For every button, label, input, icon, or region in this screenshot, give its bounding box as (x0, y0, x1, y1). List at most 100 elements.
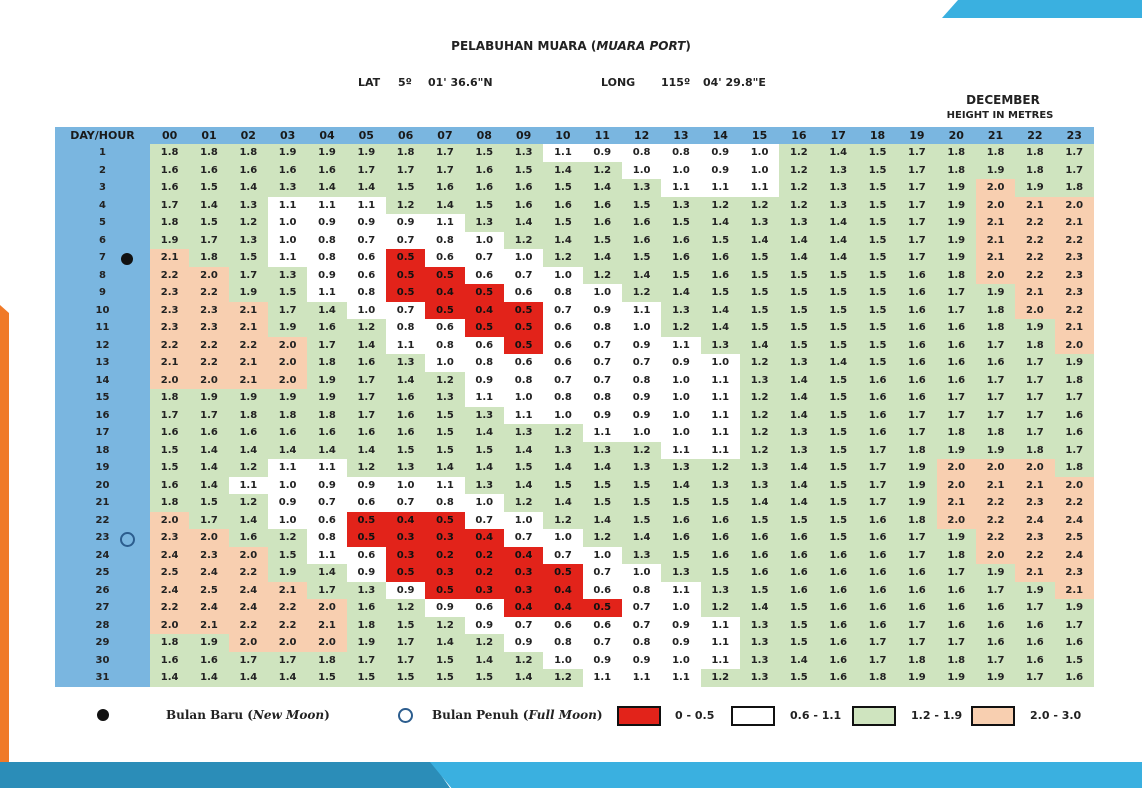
tide-height-cell: 1.2 (543, 249, 583, 267)
hour-header: 12 (621, 127, 662, 144)
tide-height-cell: 1.5 (818, 371, 858, 389)
tide-height-cell: 2.3 (1054, 266, 1094, 284)
tide-height-cell: 1.5 (818, 389, 858, 407)
tide-height-cell: 1.6 (1054, 634, 1094, 652)
tide-height-cell: 1.9 (975, 564, 1016, 582)
tide-height-cell: 2.0 (150, 371, 190, 389)
tide-height-cell: 1.4 (228, 441, 268, 459)
tide-height-cell: 2.1 (228, 354, 268, 372)
lat-minutes: 01' 36.6"N (428, 76, 493, 89)
tide-height-cell: 1.3 (464, 406, 504, 424)
tide-height-cell: 1.4 (779, 389, 819, 407)
tide-height-cell: 1.5 (503, 459, 544, 477)
tide-height-cell: 1.5 (739, 511, 780, 529)
tide-height-cell: 1.3 (503, 424, 544, 442)
tide-height-cell: 1.0 (621, 319, 662, 337)
tide-height-cell: 1.6 (267, 161, 308, 179)
tide-height-cell: 1.6 (897, 284, 937, 302)
tide-height-cell: 1.4 (267, 441, 308, 459)
tide-height-cell: 1.3 (739, 371, 780, 389)
tide-height-cell: 1.6 (857, 616, 898, 634)
tide-height-cell: 1.4 (464, 651, 504, 669)
tide-height-cell: 0.8 (425, 494, 465, 512)
tide-height-cell: 1.5 (150, 459, 190, 477)
tide-height-cell: 1.2 (739, 424, 780, 442)
tide-height-cell: 1.5 (425, 424, 465, 442)
tide-height-cell: 2.0 (228, 546, 268, 564)
tide-height-cell: 1.5 (857, 249, 898, 267)
tide-height-cell: 0.8 (503, 371, 544, 389)
tide-height-cell: 0.6 (464, 599, 504, 617)
table-row: 14 2.0 2.0 2.1 2.0 1.9 1.7 1.4 1.2 0.9 0.8 0.7 0.7 0.… (55, 371, 1094, 389)
tide-height-cell: 1.4 (150, 669, 190, 687)
day-number: 18 (95, 444, 110, 456)
tide-height-cell: 1.1 (700, 616, 740, 634)
tide-height-cell: 1.2 (779, 196, 819, 214)
tide-height-cell: 1.3 (621, 179, 662, 197)
tide-height-cell: 1.8 (307, 651, 347, 669)
new-moon-label: Bulan Baru (New Moon) (166, 708, 330, 722)
tide-height-cell: 1.1 (307, 196, 347, 214)
tide-height-cell: 1.9 (346, 634, 386, 652)
tide-height-cell: 1.5 (425, 669, 465, 687)
tide-height-cell: 1.5 (779, 511, 819, 529)
tide-height-cell: 1.5 (700, 284, 740, 302)
tide-height-cell: 1.6 (936, 354, 976, 372)
tide-height-cell: 0.8 (621, 144, 662, 162)
tide-height-cell: 1.7 (936, 301, 976, 319)
tide-height-cell: 1.4 (307, 564, 347, 582)
day-cell: 26 (55, 581, 150, 599)
tide-height-cell: 1.8 (975, 301, 1016, 319)
tide-height-cell: 1.8 (150, 144, 190, 162)
table-row: 11 2.3 2.3 2.1 1.9 1.6 1.2 0.8 0.6 0.5 0.5 0.6 0.8 1.… (55, 319, 1094, 337)
table-row: 19 1.5 1.4 1.2 1.1 1.1 1.2 1.3 1.4 1.4 1.5 1.4 1.4 1.… (55, 459, 1094, 477)
tide-height-cell: 1.5 (857, 284, 898, 302)
tide-height-cell: 1.6 (150, 651, 190, 669)
tide-height-cell: 1.7 (346, 161, 386, 179)
tide-height-cell: 0.8 (582, 389, 622, 407)
tide-height-cell: 0.5 (385, 564, 426, 582)
tide-height-cell: 0.9 (582, 651, 622, 669)
tide-height-cell: 1.6 (700, 529, 740, 547)
tide-height-cell: 1.1 (582, 424, 622, 442)
tide-height-cell: 0.4 (464, 529, 504, 547)
tide-height-cell: 1.4 (818, 354, 858, 372)
table-row: 25 2.5 2.4 2.2 1.9 1.4 0.9 0.5 0.3 0.2 0.3 0.5 0.7 1.… (55, 564, 1094, 582)
tide-height-cell: 1.3 (385, 459, 426, 477)
tide-height-cell: 1.5 (425, 651, 465, 669)
tide-height-cell: 1.5 (189, 494, 229, 512)
tide-height-cell: 0.6 (464, 266, 504, 284)
hour-header: 16 (779, 127, 819, 144)
tide-height-cell: 1.5 (818, 319, 858, 337)
tide-height-cell: 1.2 (267, 529, 308, 547)
tide-height-cell: 1.1 (700, 634, 740, 652)
day-number: 26 (95, 584, 110, 596)
tide-height-cell: 2.1 (307, 616, 347, 634)
tide-height-cell: 1.3 (818, 196, 858, 214)
tide-height-cell: 1.4 (661, 476, 701, 494)
day-number: 1 (99, 147, 106, 159)
tide-height-cell: 1.1 (543, 144, 583, 162)
tide-height-cell: 2.4 (1015, 511, 1055, 529)
tide-height-cell: 1.4 (582, 511, 622, 529)
tide-height-cell: 1.7 (857, 651, 898, 669)
tide-height-cell: 1.7 (307, 581, 347, 599)
tide-height-cell: 1.0 (543, 406, 583, 424)
tide-height-cell: 1.5 (818, 459, 858, 477)
tide-height-cell: 2.2 (150, 266, 190, 284)
tide-height-cell: 0.4 (503, 546, 544, 564)
tide-height-cell: 1.9 (936, 179, 976, 197)
tide-height-cell: 1.6 (936, 319, 976, 337)
legend-label-peach: 2.0 - 3.0 (1030, 709, 1082, 722)
tide-height-cell: 1.4 (228, 511, 268, 529)
tide-height-cell: 0.2 (464, 564, 504, 582)
tide-height-cell: 1.3 (543, 441, 583, 459)
day-cell: 8 (55, 266, 150, 284)
tide-height-cell: 1.0 (700, 354, 740, 372)
tide-height-cell: 1.1 (700, 389, 740, 407)
tide-height-cell: 2.2 (189, 336, 229, 354)
tide-height-cell: 1.7 (897, 634, 937, 652)
tide-height-cell: 1.7 (857, 459, 898, 477)
tide-height-cell: 1.0 (346, 301, 386, 319)
tide-height-cell: 1.6 (857, 546, 898, 564)
